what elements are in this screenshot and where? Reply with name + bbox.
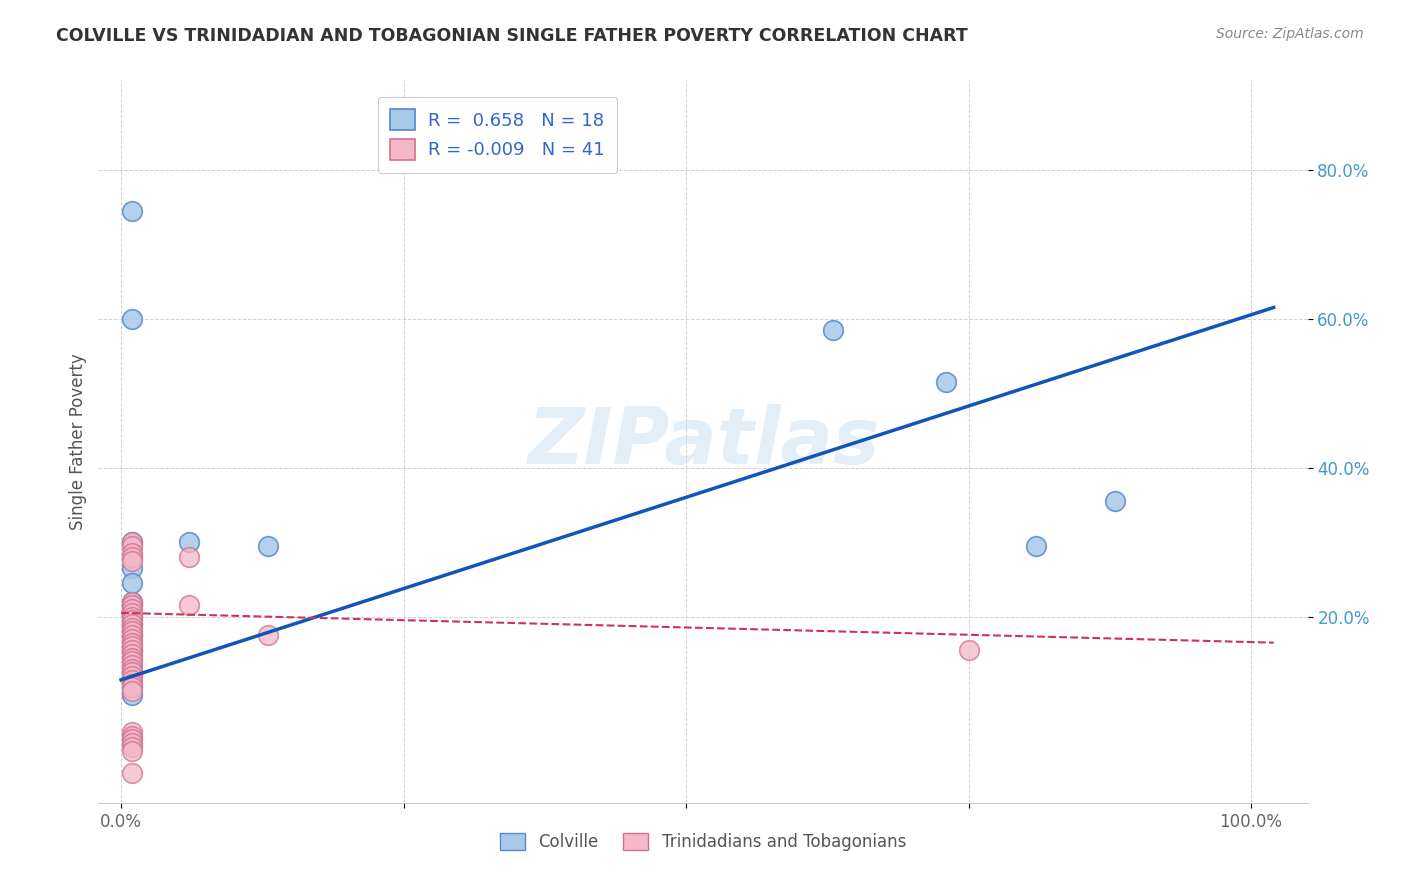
Point [121, 599, 143, 613]
Point [121, 539, 143, 553]
Point [957, 643, 980, 657]
Point [1104, 494, 1126, 508]
Point [935, 375, 957, 389]
Point [121, 599, 143, 613]
Point [177, 549, 200, 564]
Point [177, 535, 200, 549]
Point [121, 684, 143, 698]
Point [121, 535, 143, 549]
Text: COLVILLE VS TRINIDADIAN AND TOBAGONIAN SINGLE FATHER POVERTY CORRELATION CHART: COLVILLE VS TRINIDADIAN AND TOBAGONIAN S… [56, 27, 967, 45]
Point [121, 628, 143, 642]
Point [121, 725, 143, 739]
Point [121, 665, 143, 680]
Point [1025, 539, 1047, 553]
Point [121, 606, 143, 620]
Point [121, 203, 143, 218]
Point [121, 681, 143, 695]
Point [121, 624, 143, 639]
Point [121, 561, 143, 575]
Point [121, 549, 143, 564]
Point [121, 739, 143, 754]
Point [257, 539, 280, 553]
Point [121, 643, 143, 657]
Point [121, 688, 143, 702]
Point [177, 599, 200, 613]
Point [121, 650, 143, 665]
Point [121, 632, 143, 646]
Point [121, 732, 143, 747]
Point [121, 554, 143, 568]
Point [121, 662, 143, 676]
Point [121, 643, 143, 657]
Point [121, 736, 143, 750]
Point [121, 609, 143, 624]
Point [121, 621, 143, 635]
Point [121, 311, 143, 326]
Point [121, 613, 143, 627]
Point [121, 766, 143, 780]
Y-axis label: Single Father Poverty: Single Father Poverty [69, 353, 87, 530]
Point [121, 658, 143, 673]
Point [121, 654, 143, 668]
Point [121, 595, 143, 609]
Point [121, 676, 143, 690]
Point [821, 323, 844, 337]
Point [257, 628, 280, 642]
Point [121, 609, 143, 624]
Legend: Colville, Trinidadians and Tobagonians: Colville, Trinidadians and Tobagonians [492, 825, 914, 860]
Point [121, 744, 143, 758]
Point [121, 669, 143, 683]
Point [121, 617, 143, 632]
Point [121, 729, 143, 743]
Text: ZIPatlas: ZIPatlas [527, 403, 879, 480]
Point [121, 595, 143, 609]
Point [121, 647, 143, 661]
Point [121, 535, 143, 549]
Point [121, 673, 143, 687]
Point [121, 640, 143, 654]
Point [121, 628, 143, 642]
Point [121, 576, 143, 591]
Point [121, 635, 143, 649]
Point [121, 602, 143, 616]
Point [121, 617, 143, 632]
Point [121, 546, 143, 560]
Text: Source: ZipAtlas.com: Source: ZipAtlas.com [1216, 27, 1364, 41]
